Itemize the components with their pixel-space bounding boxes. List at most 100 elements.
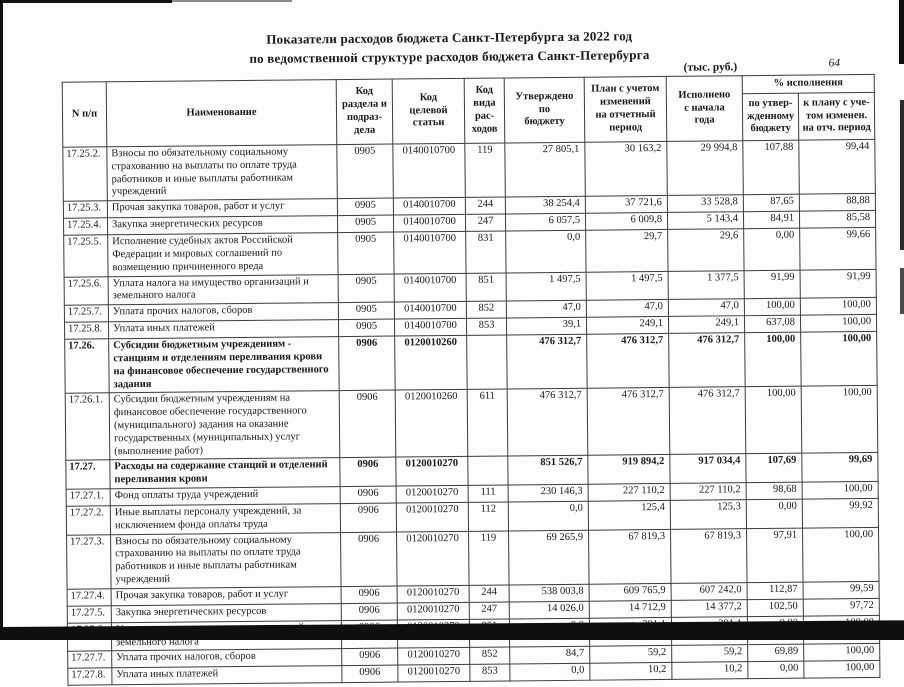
- header-pct-budget: по утвер- жденному бюджету: [742, 93, 799, 141]
- cell-pct-plan: 99,66: [799, 227, 877, 270]
- cell-pct-plan: 99,59: [803, 581, 880, 599]
- cell-executed: 917 034,4: [669, 454, 747, 484]
- cell-kind-code: 247: [465, 214, 506, 232]
- cell-pct-plan: 100,00: [801, 385, 878, 454]
- cell-pct-plan: 99,92: [802, 498, 879, 528]
- cell-section-code: 0905: [337, 198, 394, 216]
- cell-row-number: 17.27.8.: [67, 668, 112, 686]
- cell-approved: 14 026,0: [509, 600, 590, 619]
- cell-pct-plan: 100,00: [800, 297, 877, 316]
- cell-approved: 84,7: [509, 646, 590, 665]
- cell-row-number: 17.25.8.: [64, 321, 109, 340]
- cell-pct-budget: 84,91: [743, 211, 800, 229]
- cell-plan: 476 312,7: [587, 387, 670, 456]
- cell-plan: 37 721,6: [585, 195, 668, 214]
- cell-section-code: 0906: [341, 648, 398, 666]
- cell-approved: 538 003,8: [509, 583, 590, 602]
- cell-name: Уплата налога на имущество организаций и…: [108, 274, 339, 305]
- cell-target-code: 0120010270: [396, 485, 469, 503]
- cell-target-code: 0140010700: [392, 143, 466, 199]
- cell-executed: 59,2: [671, 644, 748, 663]
- cell-kind-code: 852: [466, 301, 507, 319]
- cell-pct-plan: 99,69: [801, 452, 879, 483]
- header-name: Наименование: [106, 79, 337, 147]
- cell-pct-plan: 100,00: [803, 643, 880, 662]
- cell-kind-code: 112: [468, 501, 509, 531]
- cell-approved: 0,0: [505, 230, 587, 273]
- cell-kind-code: 611: [467, 389, 508, 457]
- cell-name: Прочая закупка товаров, работ и услуг: [111, 586, 342, 606]
- cell-name: Исполнение судебных актов Российской Фед…: [107, 232, 339, 277]
- cell-name: Уплата иных платежей: [108, 319, 339, 339]
- cell-name: Уплата иных платежей: [111, 665, 342, 686]
- cell-kind-code: 851: [466, 272, 507, 302]
- cell-plan: 14 712,9: [589, 600, 672, 618]
- cell-executed: 249,1: [668, 315, 745, 334]
- cell-executed: 14 377,2: [671, 599, 748, 618]
- cell-approved: 47,0: [506, 300, 587, 319]
- cell-pct-budget: 102,50: [747, 598, 804, 617]
- cell-row-number: 17.27.2.: [66, 505, 111, 535]
- cell-executed: 476 312,7: [669, 387, 746, 455]
- cell-plan: 67 819,3: [588, 528, 672, 584]
- cell-name: Взносы по обязательному социальному стра…: [106, 144, 338, 201]
- cell-executed: 10,2: [671, 661, 748, 680]
- cell-approved: 851 526,7: [507, 455, 589, 485]
- cell-row-number: 17.25.6.: [64, 276, 109, 306]
- cell-pct-budget: 98,68: [746, 482, 803, 500]
- cell-pct-plan: 99,44: [798, 139, 876, 195]
- cell-approved: 0,0: [508, 501, 589, 531]
- cell-row-number: 17.25.7.: [64, 304, 109, 323]
- cell-name: Иные выплаты персоналу учреждений, за ис…: [110, 503, 341, 535]
- units-note: (тыс. руб.): [683, 61, 738, 74]
- cell-kind-code: [466, 335, 508, 390]
- cell-pct-budget: 100,00: [744, 332, 802, 388]
- scan-edge-top-shadow: [172, 0, 292, 2]
- cell-target-code: 0120010270: [396, 530, 470, 586]
- cell-row-number: 17.25.2.: [62, 146, 108, 202]
- table-body: 17.25.2. Взносы по обязательному социаль…: [62, 139, 880, 686]
- cell-plan: 227 110,2: [588, 483, 671, 502]
- cell-kind-code: 111: [468, 484, 509, 503]
- cell-kind-code: 853: [466, 318, 507, 336]
- cell-executed: 227 110,2: [670, 482, 747, 501]
- cell-plan: 29,7: [585, 229, 669, 272]
- cell-target-code: 0120010270: [397, 664, 470, 683]
- cell-section-code: 0906: [341, 585, 398, 604]
- cell-row-number: 17.27.7.: [67, 651, 112, 669]
- header-pct-group: % исполнения: [742, 74, 875, 94]
- cell-executed: 607 242,0: [671, 582, 748, 601]
- cell-name: Субсидии бюджетным учреждениям на финанс…: [109, 390, 340, 461]
- cell-plan: 10,2: [589, 662, 672, 681]
- cell-pct-budget: 0,00: [747, 661, 804, 679]
- cell-approved: 39,1: [506, 317, 587, 336]
- cell-kind-code: 244: [469, 584, 510, 603]
- cell-row-number: 17.27.1.: [66, 488, 111, 507]
- cell-target-code: 0120010270: [396, 502, 469, 532]
- table-row: 17.26.1. Субсидии бюджетным учреждениям …: [65, 385, 878, 461]
- header-pct-plan: к плану с уче- том изменен. на отч. пери…: [798, 92, 875, 141]
- cell-section-code: 0906: [340, 531, 398, 587]
- cell-target-code: 0120010260: [395, 389, 468, 458]
- cell-approved: 476 312,7: [506, 334, 588, 390]
- cell-name: Субсидии бюджетным учреждениям - станция…: [108, 336, 340, 394]
- cell-approved: 0,0: [509, 663, 590, 682]
- cell-section-code: 0905: [337, 232, 395, 275]
- cell-section-code: 0906: [340, 502, 397, 533]
- cell-target-code: 0120010270: [397, 647, 470, 666]
- cell-executed: 125,3: [670, 499, 747, 529]
- header-executed: Исполнено с начала года: [666, 75, 743, 142]
- cell-pct-budget: 87,65: [743, 194, 800, 212]
- cell-row-number: 17.27.3.: [66, 534, 112, 589]
- cell-executed: 47,0: [668, 298, 745, 317]
- cell-pct-plan: 100,00: [800, 314, 877, 333]
- cell-approved: 230 146,3: [508, 484, 589, 502]
- cell-pct-budget: 91,99: [744, 269, 801, 299]
- cell-row-number: 17.27.5.: [67, 605, 112, 623]
- cell-pct-plan: 100,00: [802, 481, 879, 500]
- cell-kind-code: 119: [464, 142, 506, 198]
- cell-target-code: 0140010700: [393, 197, 466, 216]
- cell-pct-budget: 107,88: [742, 140, 800, 195]
- cell-pct-plan: 100,00: [802, 526, 880, 582]
- cell-plan: 249,1: [586, 316, 669, 335]
